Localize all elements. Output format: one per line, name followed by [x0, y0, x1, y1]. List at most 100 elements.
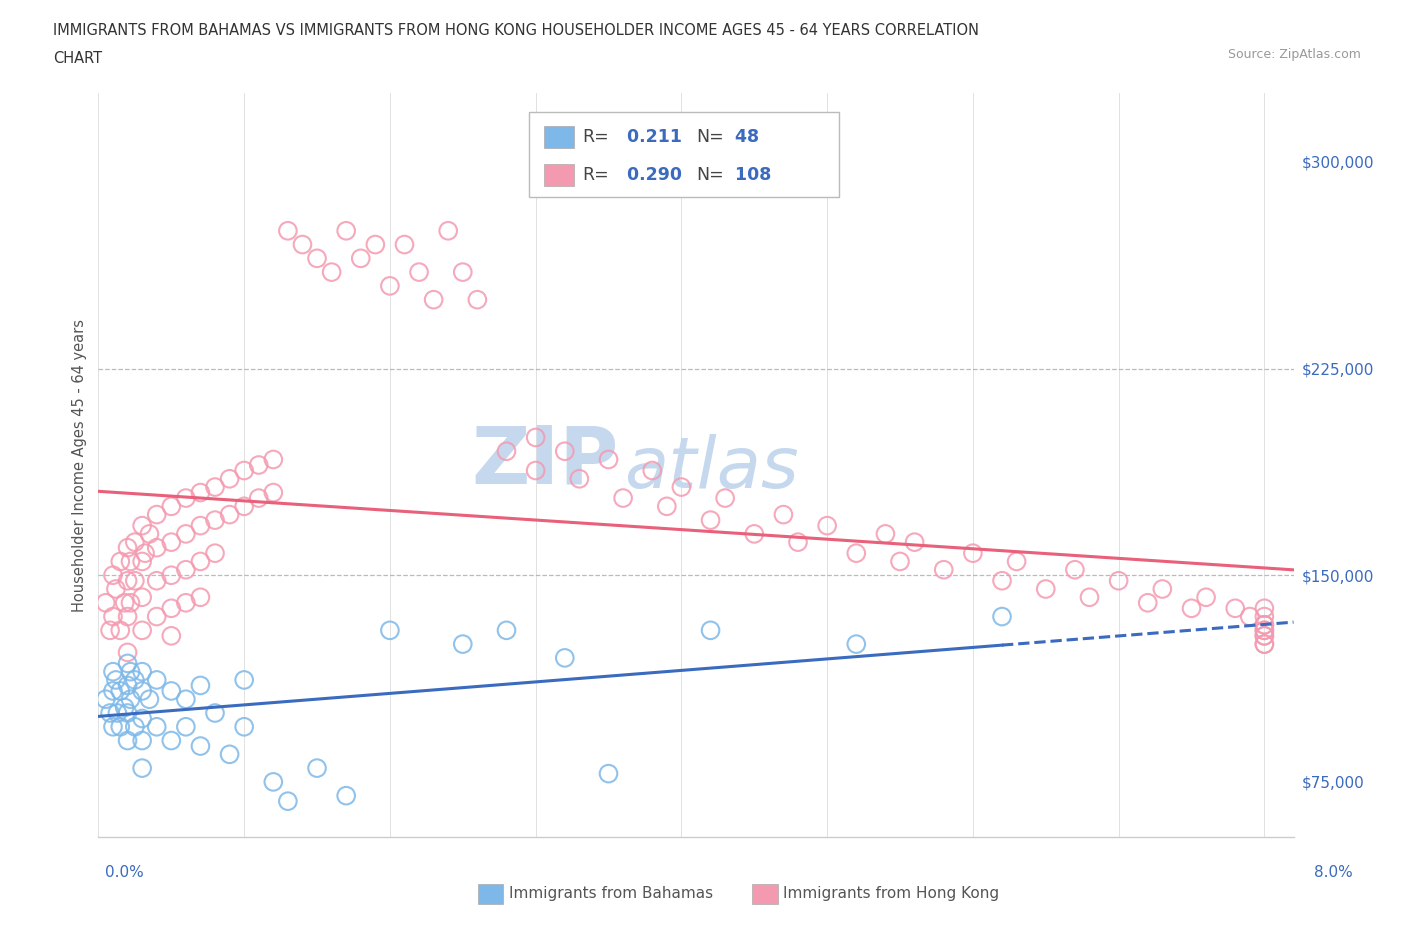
Text: ZIP: ZIP: [471, 422, 619, 500]
Point: [134, 546, 156, 561]
Point: [117, 678, 139, 693]
Point: [174, 719, 197, 734]
Point: [1253, 618, 1275, 632]
Point: [554, 650, 576, 665]
Point: [524, 430, 547, 445]
Point: [378, 278, 401, 293]
Text: atlas: atlas: [624, 434, 799, 503]
Point: [98, 623, 121, 638]
Point: [1136, 595, 1159, 610]
FancyBboxPatch shape: [544, 126, 574, 148]
Point: [101, 609, 124, 624]
Point: [98, 706, 121, 721]
Point: [889, 554, 911, 569]
Text: N=: N=: [696, 166, 724, 184]
Point: [932, 563, 955, 578]
Point: [1225, 601, 1247, 616]
Point: [101, 664, 124, 679]
Point: [117, 733, 139, 748]
Point: [335, 223, 357, 238]
Point: [94, 595, 117, 610]
Point: [451, 637, 474, 652]
Point: [110, 719, 132, 734]
Point: [204, 480, 226, 495]
Point: [277, 223, 299, 238]
Text: R=: R=: [582, 166, 609, 184]
Point: [174, 491, 197, 506]
Point: [699, 623, 721, 638]
Point: [131, 554, 153, 569]
Point: [190, 518, 212, 533]
Point: [1253, 609, 1275, 624]
Point: [160, 601, 183, 616]
Point: [1152, 581, 1174, 596]
Point: [714, 491, 737, 506]
FancyBboxPatch shape: [529, 112, 839, 197]
Point: [160, 535, 183, 550]
Point: [1180, 601, 1202, 616]
Point: [291, 237, 314, 252]
Point: [568, 472, 591, 486]
Point: [145, 609, 167, 624]
Point: [262, 452, 284, 467]
Point: [787, 535, 810, 550]
Point: [350, 251, 373, 266]
Point: [204, 512, 226, 527]
Point: [394, 237, 416, 252]
Text: Immigrants from Bahamas: Immigrants from Bahamas: [509, 886, 713, 901]
Y-axis label: Householder Income Ages 45 - 64 years: Householder Income Ages 45 - 64 years: [72, 318, 87, 612]
Point: [467, 292, 489, 307]
Point: [262, 775, 284, 790]
Point: [160, 733, 183, 748]
Point: [94, 692, 117, 707]
Text: CHART: CHART: [53, 51, 103, 66]
Point: [845, 637, 868, 652]
Point: [104, 581, 127, 596]
Point: [131, 518, 153, 533]
Point: [218, 472, 240, 486]
Point: [1253, 637, 1275, 652]
Point: [101, 719, 124, 734]
Point: [742, 526, 765, 541]
Point: [117, 573, 139, 588]
Point: [101, 684, 124, 698]
Point: [120, 554, 142, 569]
Point: [174, 563, 197, 578]
Point: [1253, 601, 1275, 616]
Point: [145, 672, 167, 687]
Point: [120, 595, 142, 610]
Point: [174, 595, 197, 610]
Point: [875, 526, 897, 541]
Point: [105, 706, 128, 721]
Point: [124, 573, 146, 588]
Point: [120, 664, 142, 679]
Point: [845, 546, 868, 561]
Point: [962, 546, 984, 561]
Point: [408, 265, 430, 280]
Point: [117, 706, 139, 721]
Point: [598, 452, 620, 467]
Point: [114, 700, 136, 715]
Point: [991, 609, 1014, 624]
Point: [190, 678, 212, 693]
Point: [145, 573, 167, 588]
Point: [772, 507, 794, 522]
Point: [138, 526, 160, 541]
Point: [120, 692, 142, 707]
Text: R=: R=: [582, 128, 609, 146]
Point: [204, 546, 226, 561]
Point: [131, 664, 153, 679]
Point: [233, 719, 256, 734]
Point: [233, 498, 256, 513]
Point: [1195, 590, 1218, 604]
Text: 0.0%: 0.0%: [105, 865, 145, 880]
Text: 108: 108: [730, 166, 772, 184]
Point: [131, 761, 153, 776]
Point: [104, 672, 127, 687]
Point: [1108, 573, 1130, 588]
Point: [247, 458, 270, 472]
Text: Immigrants from Hong Kong: Immigrants from Hong Kong: [783, 886, 1000, 901]
Point: [1253, 637, 1275, 652]
Point: [138, 692, 160, 707]
Point: [247, 491, 270, 506]
